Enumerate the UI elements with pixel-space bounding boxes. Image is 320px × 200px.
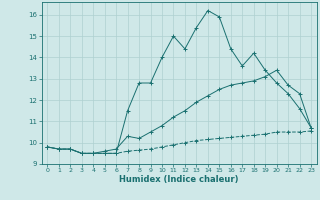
X-axis label: Humidex (Indice chaleur): Humidex (Indice chaleur) xyxy=(119,175,239,184)
